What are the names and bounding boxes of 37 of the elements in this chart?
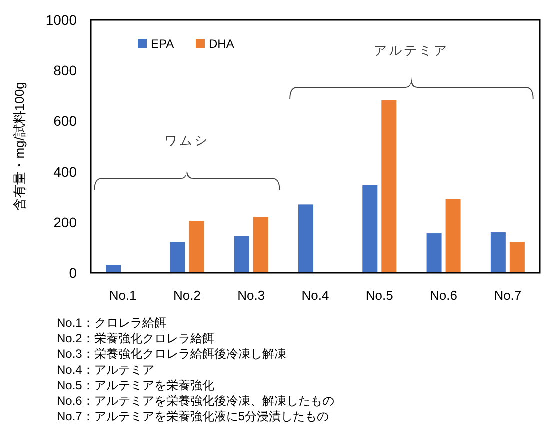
- x-tick-label: No.5: [366, 288, 394, 303]
- bar: [298, 204, 314, 273]
- bar: [234, 236, 250, 273]
- bar: [362, 185, 378, 273]
- y-tick-label: 400: [54, 164, 78, 180]
- x-tick-label: No.7: [494, 288, 522, 303]
- x-tick-label: No.2: [173, 288, 201, 303]
- annotation: アルテミア: [374, 43, 450, 58]
- y-tick-label: 1000: [46, 12, 78, 28]
- y-tick-label: 0: [69, 265, 78, 281]
- x-tick-label: No.6: [430, 288, 458, 303]
- text: No.4：アルテミア: [57, 362, 154, 377]
- x-tick-label: No.4: [302, 288, 330, 303]
- bar: [106, 265, 122, 273]
- bar: [382, 100, 397, 273]
- text: No.2：栄養強化クロレラ給餌: [57, 332, 214, 346]
- text: No.5：アルテミアを栄養強化: [57, 378, 214, 392]
- bar: [253, 217, 268, 273]
- y-axis-title: 含有量・mg/試料100g: [12, 82, 27, 211]
- bar: [446, 199, 461, 273]
- text: No.3：栄養強化クロレラ給餌後冷凍し解凍: [57, 347, 286, 362]
- text: No.1：クロレラ給餌: [57, 316, 166, 330]
- bar: [170, 242, 186, 273]
- y-tick-label: 800: [54, 62, 78, 79]
- x-tick-label: No.3: [238, 288, 266, 303]
- y-tick-label: 200: [54, 214, 78, 230]
- legend-label: EPA: [151, 37, 174, 51]
- bar: [426, 234, 442, 273]
- text: No.7：アルテミアを栄養強化液に5分浸漬したもの: [57, 410, 330, 424]
- bar: [189, 221, 204, 273]
- text: No.6：アルテミアを栄養強化後冷凍、解凍したもの: [57, 394, 334, 408]
- bar: [510, 242, 525, 273]
- legend-label: DHA: [209, 37, 234, 51]
- y-tick-label: 600: [54, 113, 78, 130]
- bar: [490, 232, 506, 273]
- annotation: ワムシ: [164, 133, 210, 148]
- x-tick-label: No.1: [109, 288, 137, 303]
